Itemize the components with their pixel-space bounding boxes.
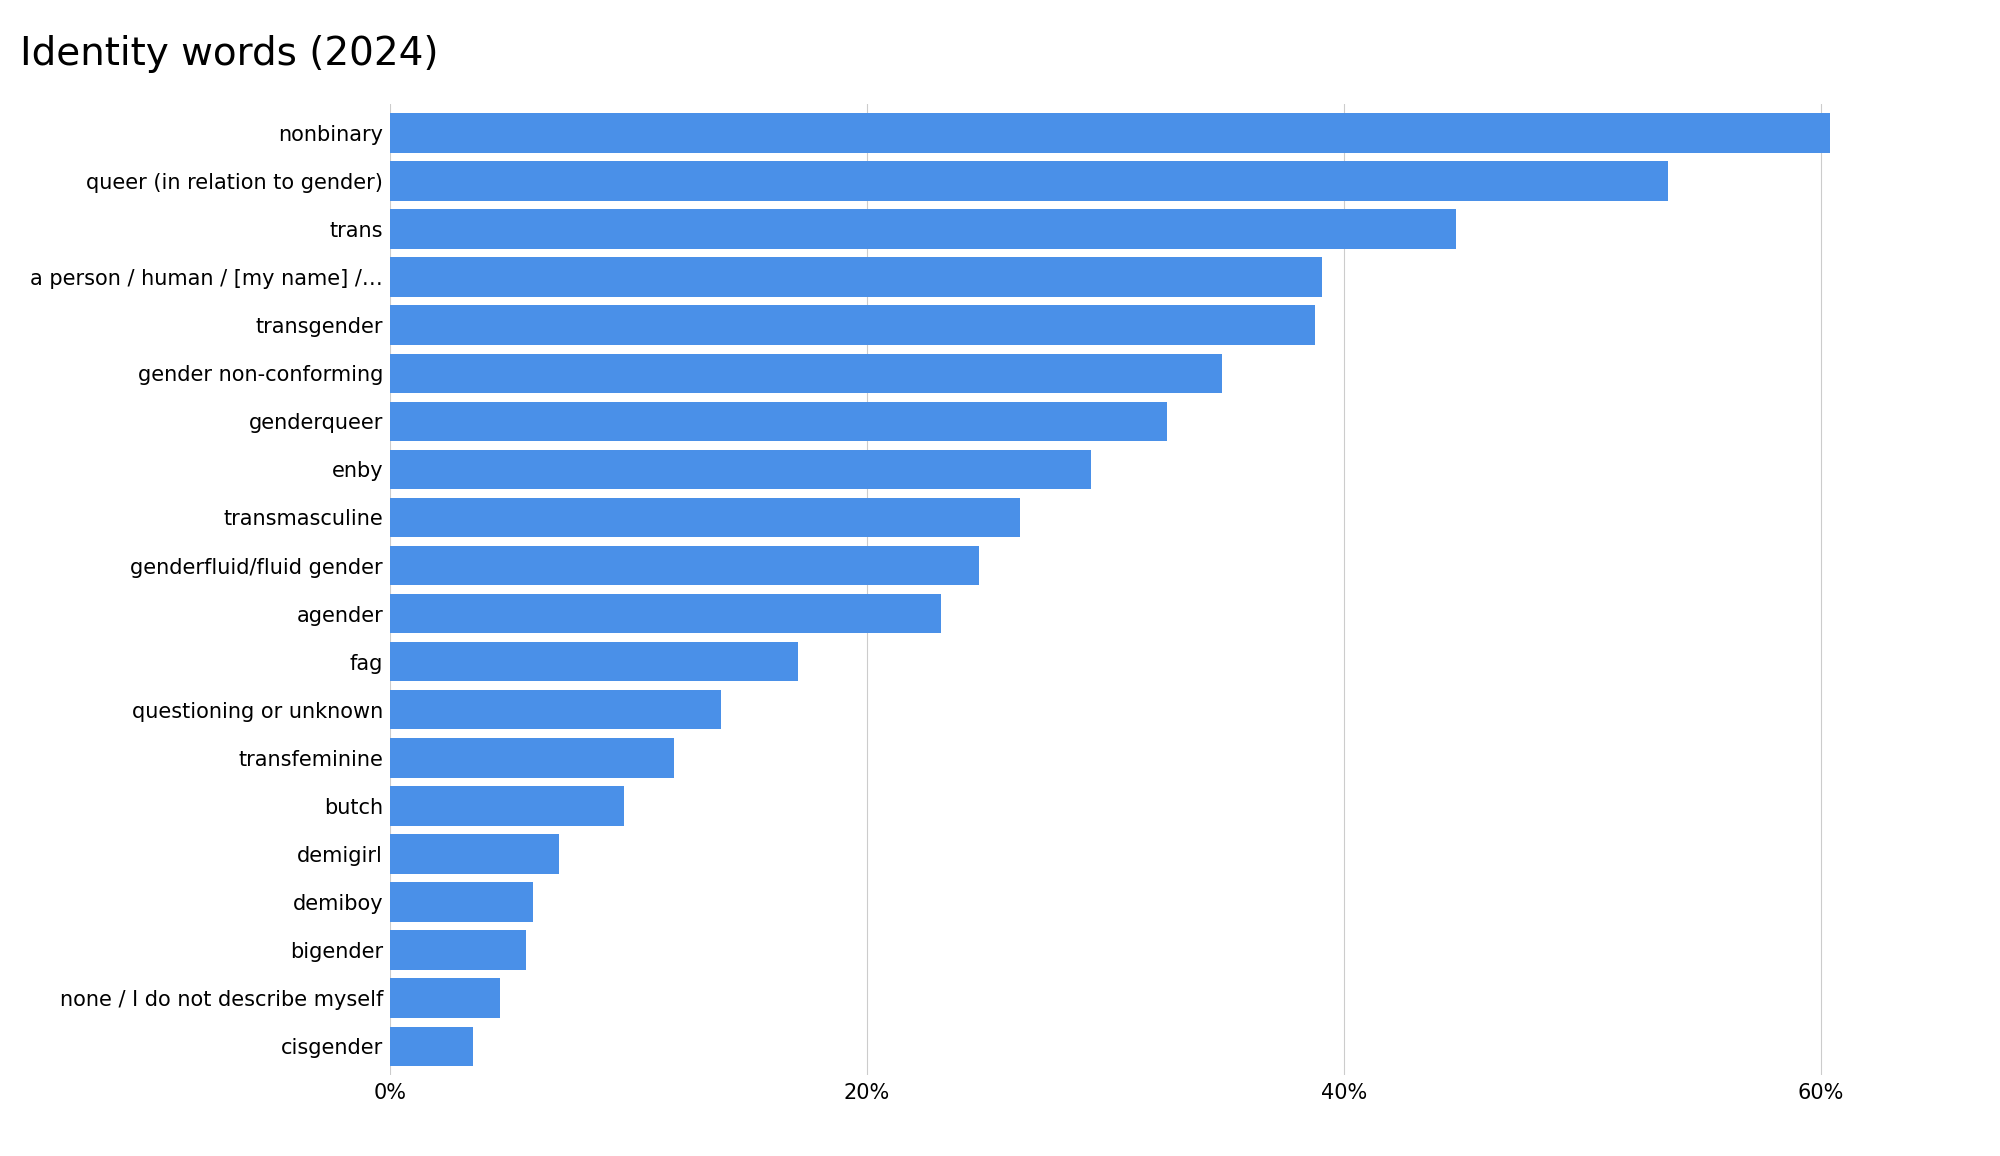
Bar (390, 1027, 474, 1066)
Bar (390, 113, 1830, 153)
Bar (390, 931, 526, 970)
Bar (390, 594, 940, 633)
Text: Identity words (2024): Identity words (2024) (20, 35, 438, 73)
Bar (390, 450, 1092, 489)
Bar (390, 498, 1020, 538)
Bar (390, 978, 500, 1018)
Bar (390, 882, 534, 921)
Bar (390, 354, 1222, 393)
Bar (390, 642, 798, 681)
Bar (390, 161, 1668, 201)
Bar (390, 305, 1316, 344)
Bar (390, 738, 674, 778)
Bar (390, 401, 1168, 442)
Bar (390, 690, 722, 729)
Bar (390, 546, 980, 585)
Bar (390, 258, 1322, 297)
Bar (390, 786, 624, 825)
Bar (390, 835, 560, 874)
Bar (390, 209, 1456, 249)
